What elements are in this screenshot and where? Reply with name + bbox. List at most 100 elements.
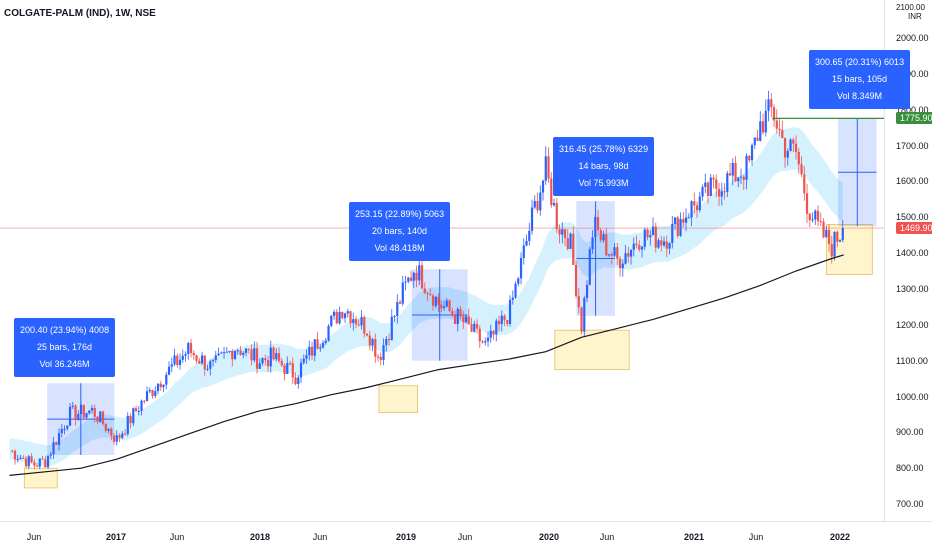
candle-body (217, 353, 220, 356)
candle-body (715, 179, 718, 189)
candle-body (679, 219, 682, 236)
candle-body (440, 304, 443, 309)
candle-body (511, 297, 514, 300)
time-axis-label: Jun (312, 532, 328, 542)
measure-label[interactable]: 253.15 (22.89%) 5063 20 bars, 140d Vol 4… (349, 202, 451, 261)
candle-body (654, 226, 657, 248)
measure-change: 200.40 (23.94%) 4008 (20, 325, 110, 335)
candle-body (49, 454, 52, 456)
price-chart[interactable] (0, 0, 884, 521)
candle-body (110, 428, 113, 436)
candle-body (607, 254, 611, 256)
measure-label[interactable]: 200.40 (23.94%) 4008 25 bars, 176d Vol 3… (14, 318, 116, 377)
candle-body (748, 155, 751, 161)
candle-body (453, 315, 457, 325)
candle-body (489, 330, 492, 338)
symbol-title: COLGATE-PALM (IND), 1W, NSE (4, 8, 156, 19)
candle-body (613, 247, 616, 256)
support-zone (554, 329, 630, 371)
candle-body (836, 231, 839, 242)
candle-body (789, 139, 792, 152)
candle-body (151, 389, 154, 396)
measure-bars: 25 bars, 176d (37, 342, 93, 352)
candle-body (464, 316, 468, 323)
candle-body (599, 230, 602, 241)
candle-body (596, 216, 600, 231)
candle-body (420, 265, 424, 289)
candle-body (352, 319, 355, 324)
candle-body (376, 356, 380, 358)
candle-body (519, 257, 523, 279)
candle-body (665, 241, 668, 249)
candle-body (497, 320, 501, 325)
candle-body (231, 351, 234, 360)
measure-change: 316.45 (25.78%) 6329 (559, 144, 649, 154)
candle-body (154, 391, 157, 396)
candle-body (514, 283, 517, 298)
candle-body (753, 137, 756, 146)
candle-body (528, 230, 531, 241)
candle-body (71, 405, 74, 407)
candle-body (272, 347, 275, 360)
measure-bars: 15 bars, 105d (832, 74, 888, 84)
time-axis-label: Jun (26, 532, 42, 542)
candle-body (55, 442, 58, 445)
candle-body (382, 345, 385, 360)
candle-body (563, 229, 567, 239)
time-axis-border (0, 521, 932, 522)
candle-body (27, 456, 30, 467)
candle-body (35, 465, 39, 467)
candle-body (602, 234, 605, 241)
candle-body (236, 350, 239, 352)
candle-body (277, 353, 281, 361)
candle-body (624, 253, 627, 264)
candle-body (385, 338, 388, 346)
candle-body (170, 364, 173, 367)
candle-body (731, 162, 734, 176)
moving-average (9, 254, 844, 476)
candle-body (486, 337, 490, 342)
candle-body (539, 192, 542, 211)
candle-body (456, 309, 459, 325)
candle-body (258, 363, 261, 369)
currency-label[interactable]: 2100.00 INR (896, 3, 925, 21)
candle-body (346, 311, 349, 314)
candle-body (544, 156, 547, 181)
price-axis-label: 1100.00 (896, 355, 928, 366)
measure-label[interactable]: 316.45 (25.78%) 6329 14 bars, 98d Vol 75… (553, 137, 655, 196)
candle-body (206, 368, 209, 370)
price-axis-label: 1900.00 (896, 68, 929, 79)
measure-volume: Vol 36.246M (39, 359, 90, 369)
candle-body (291, 363, 294, 378)
candle-body (712, 177, 715, 180)
candle-body (814, 210, 817, 220)
candle-body (508, 299, 512, 324)
candle-body (173, 355, 176, 365)
candle-body (79, 404, 83, 414)
candle-body (338, 311, 341, 324)
candle-body (781, 130, 784, 138)
candle-body (794, 143, 798, 152)
candle-body (451, 310, 454, 316)
time-axis-label: Jun (599, 532, 615, 542)
candle-body (772, 107, 776, 121)
candle-body (228, 351, 231, 353)
candle-body (618, 258, 622, 269)
candle-body (717, 188, 721, 197)
candle-body (145, 391, 149, 402)
candle-body (44, 459, 47, 468)
candle-body (330, 315, 333, 326)
price-axis-label: 1400.00 (896, 248, 929, 259)
candle-body (800, 164, 803, 175)
measure-label[interactable]: 300.65 (20.31%) 6013 15 bars, 105d Vol 8… (809, 50, 911, 109)
candle-body (431, 295, 435, 306)
price-axis-label: 900.00 (896, 427, 924, 438)
price-axis-label: 1200.00 (896, 319, 929, 330)
candle-body (118, 435, 121, 438)
candle-body (332, 311, 336, 316)
candles (11, 90, 844, 470)
candle-body (739, 176, 743, 178)
candle-body (374, 339, 377, 357)
candle-body (594, 216, 597, 238)
candle-body (365, 333, 369, 336)
